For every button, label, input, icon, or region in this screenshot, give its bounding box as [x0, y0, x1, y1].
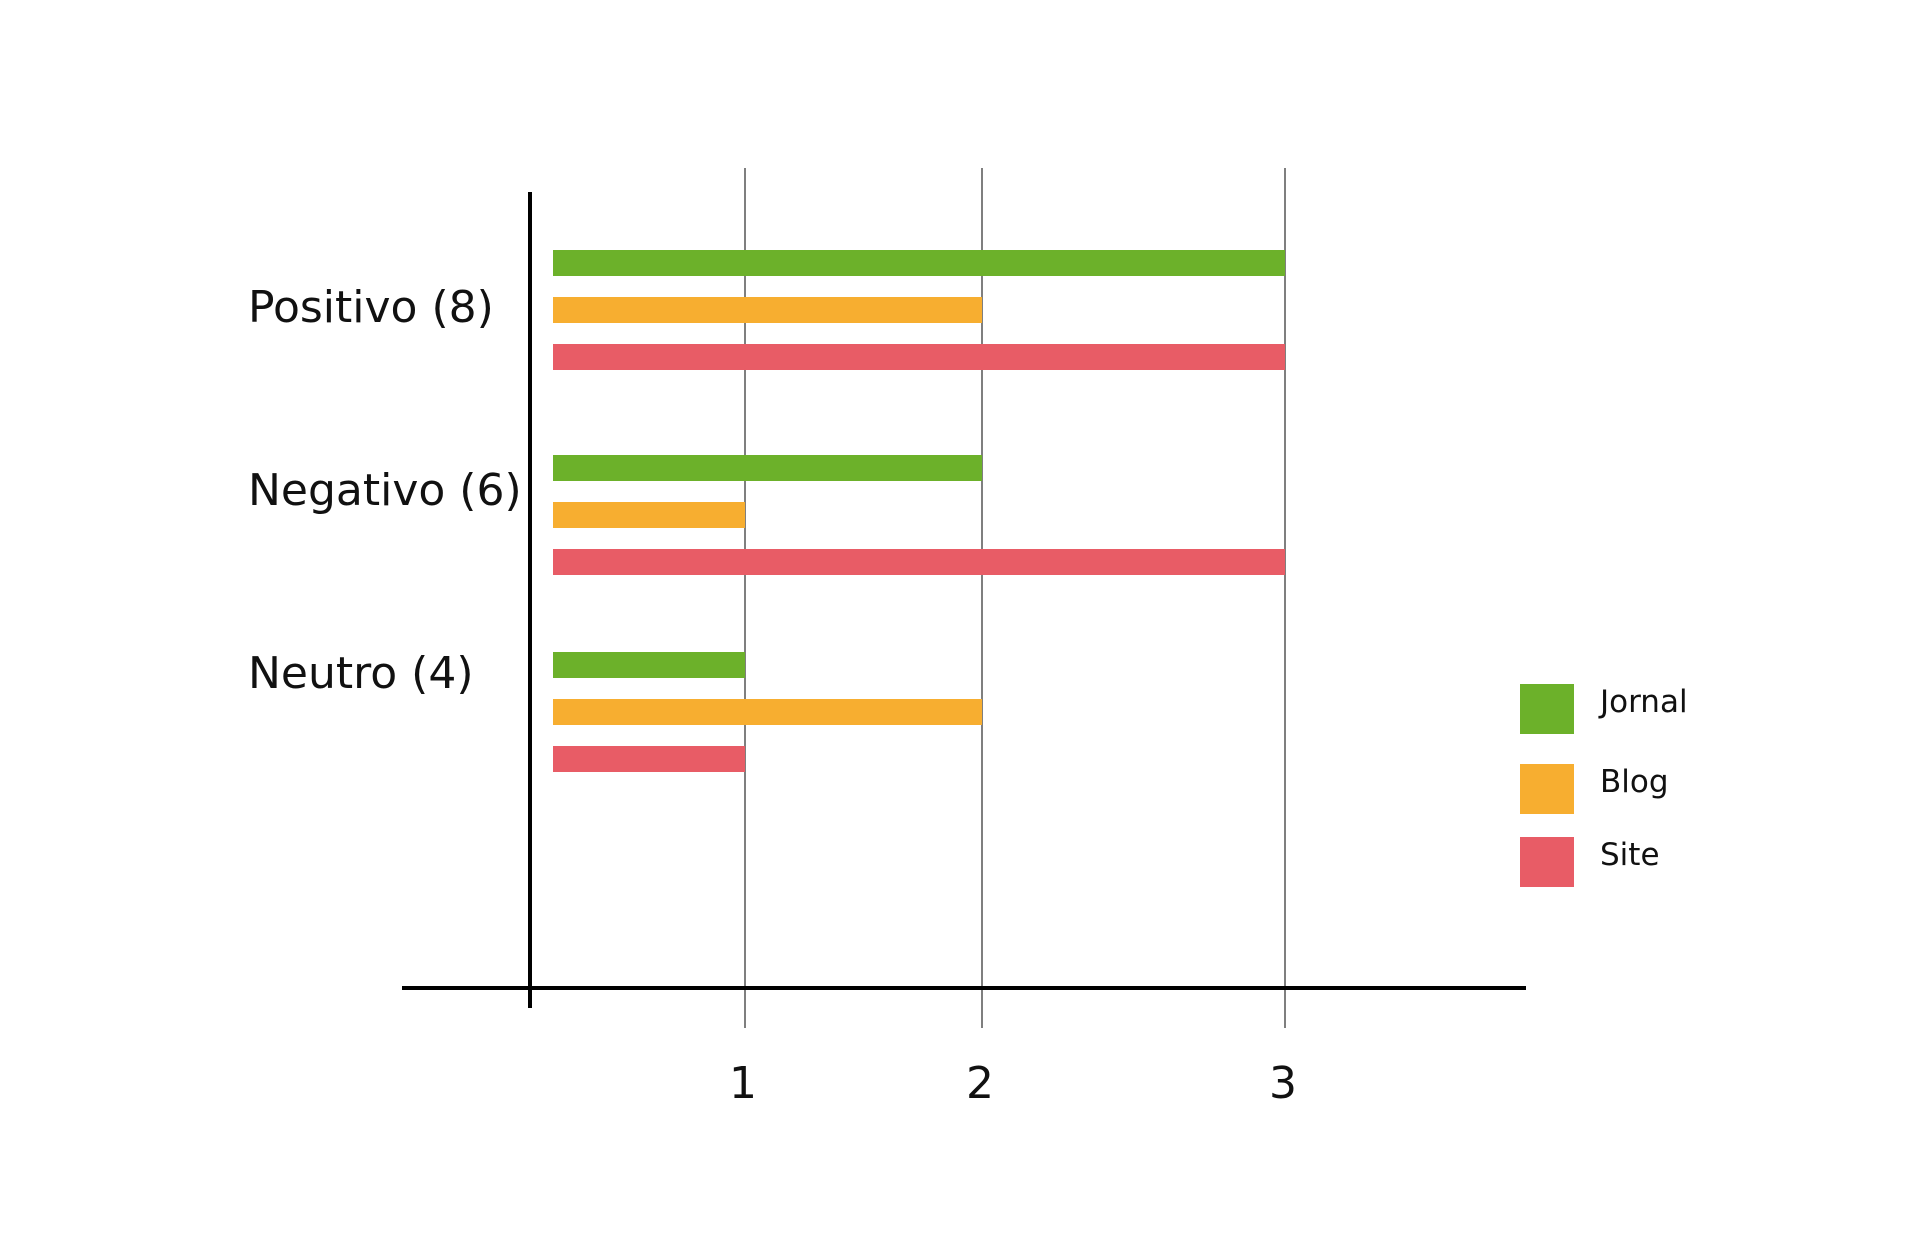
bars: [553, 250, 1285, 772]
bar: [553, 549, 1285, 575]
legend-label: Jornal: [1598, 684, 1688, 720]
x-tick-label: 3: [1269, 1058, 1297, 1109]
legend-label: Blog: [1600, 764, 1669, 800]
legend-swatch: [1520, 684, 1574, 734]
bar: [553, 502, 745, 528]
bar: [553, 250, 1285, 276]
category-label: Negativo (6): [248, 465, 522, 516]
category-label: Neutro (4): [248, 648, 473, 699]
category-labels: Positivo (8) Negativo (6) Neutro (4): [248, 282, 522, 699]
category-label: Positivo (8): [248, 282, 494, 333]
x-tick-label: 2: [966, 1058, 994, 1109]
bar: [553, 344, 1285, 370]
bar: [553, 297, 982, 323]
bar: [553, 699, 982, 725]
bar: [553, 455, 982, 481]
x-tick-label: 1: [729, 1058, 757, 1109]
legend-swatch: [1520, 764, 1574, 814]
tick-labels: 1 2 3: [729, 1058, 1297, 1109]
bar: [553, 746, 745, 772]
legend: Jornal Blog Site: [1520, 684, 1688, 887]
legend-swatch: [1520, 837, 1574, 887]
legend-label: Site: [1600, 837, 1660, 873]
bar: [553, 652, 745, 678]
